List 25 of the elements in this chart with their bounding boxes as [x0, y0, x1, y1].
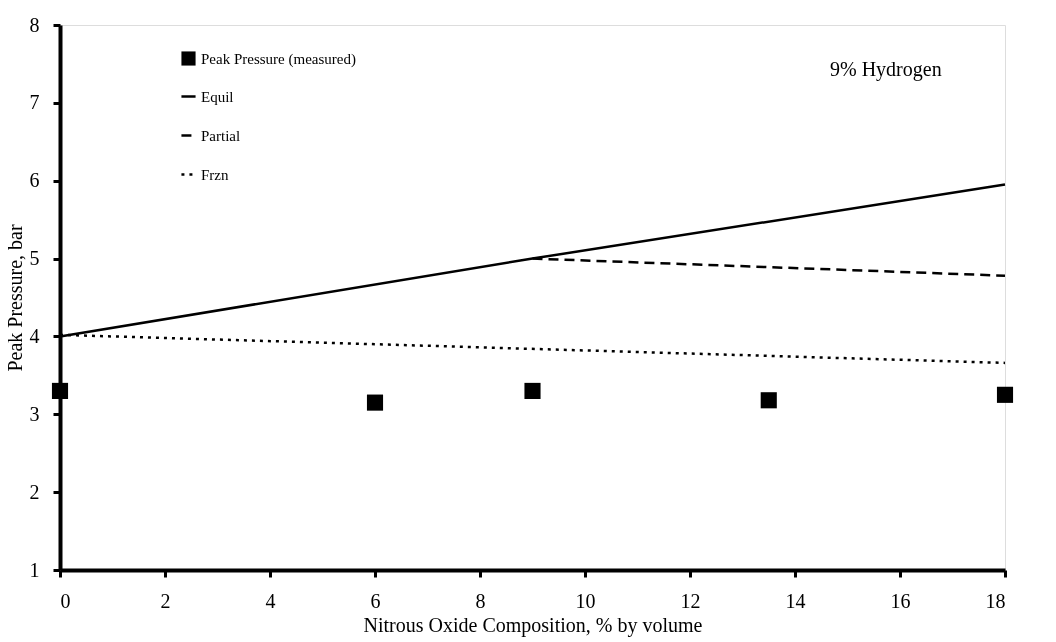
y-tick-label: 1	[29, 558, 40, 581]
x-tick-label: 18	[985, 589, 1006, 612]
y-tick-label: 2	[29, 480, 40, 503]
legend-label: Equil	[201, 88, 234, 105]
y-axis-title: Peak Pressure, bar	[3, 224, 26, 372]
x-tick-label: 2	[160, 589, 171, 612]
x-tick-label: 10	[575, 589, 596, 612]
y-tick-label: 8	[29, 13, 40, 36]
x-tick-label: 12	[680, 589, 701, 612]
y-tick-label: 5	[29, 247, 40, 270]
x-tick-label: 6	[370, 589, 381, 612]
legend-label: Frzn	[201, 166, 229, 183]
x-axis-title: Nitrous Oxide Composition, % by volume	[363, 613, 703, 637]
y-tick-label: 7	[29, 91, 40, 114]
x-tick-label: 16	[890, 589, 911, 612]
y-tick-label: 4	[29, 324, 40, 347]
x-tick-label: 4	[265, 589, 276, 612]
x-tick-label: 14	[785, 589, 806, 612]
y-tick-label: 3	[29, 402, 40, 425]
legend-label: Partial	[201, 127, 241, 144]
y-tick-label: 6	[29, 169, 40, 192]
x-tick-label: 8	[475, 589, 486, 612]
annotation: 9% Hydrogen	[830, 58, 942, 81]
legend-label: Peak Pressure (measured)	[201, 50, 356, 68]
x-tick-label: 0	[60, 589, 71, 612]
